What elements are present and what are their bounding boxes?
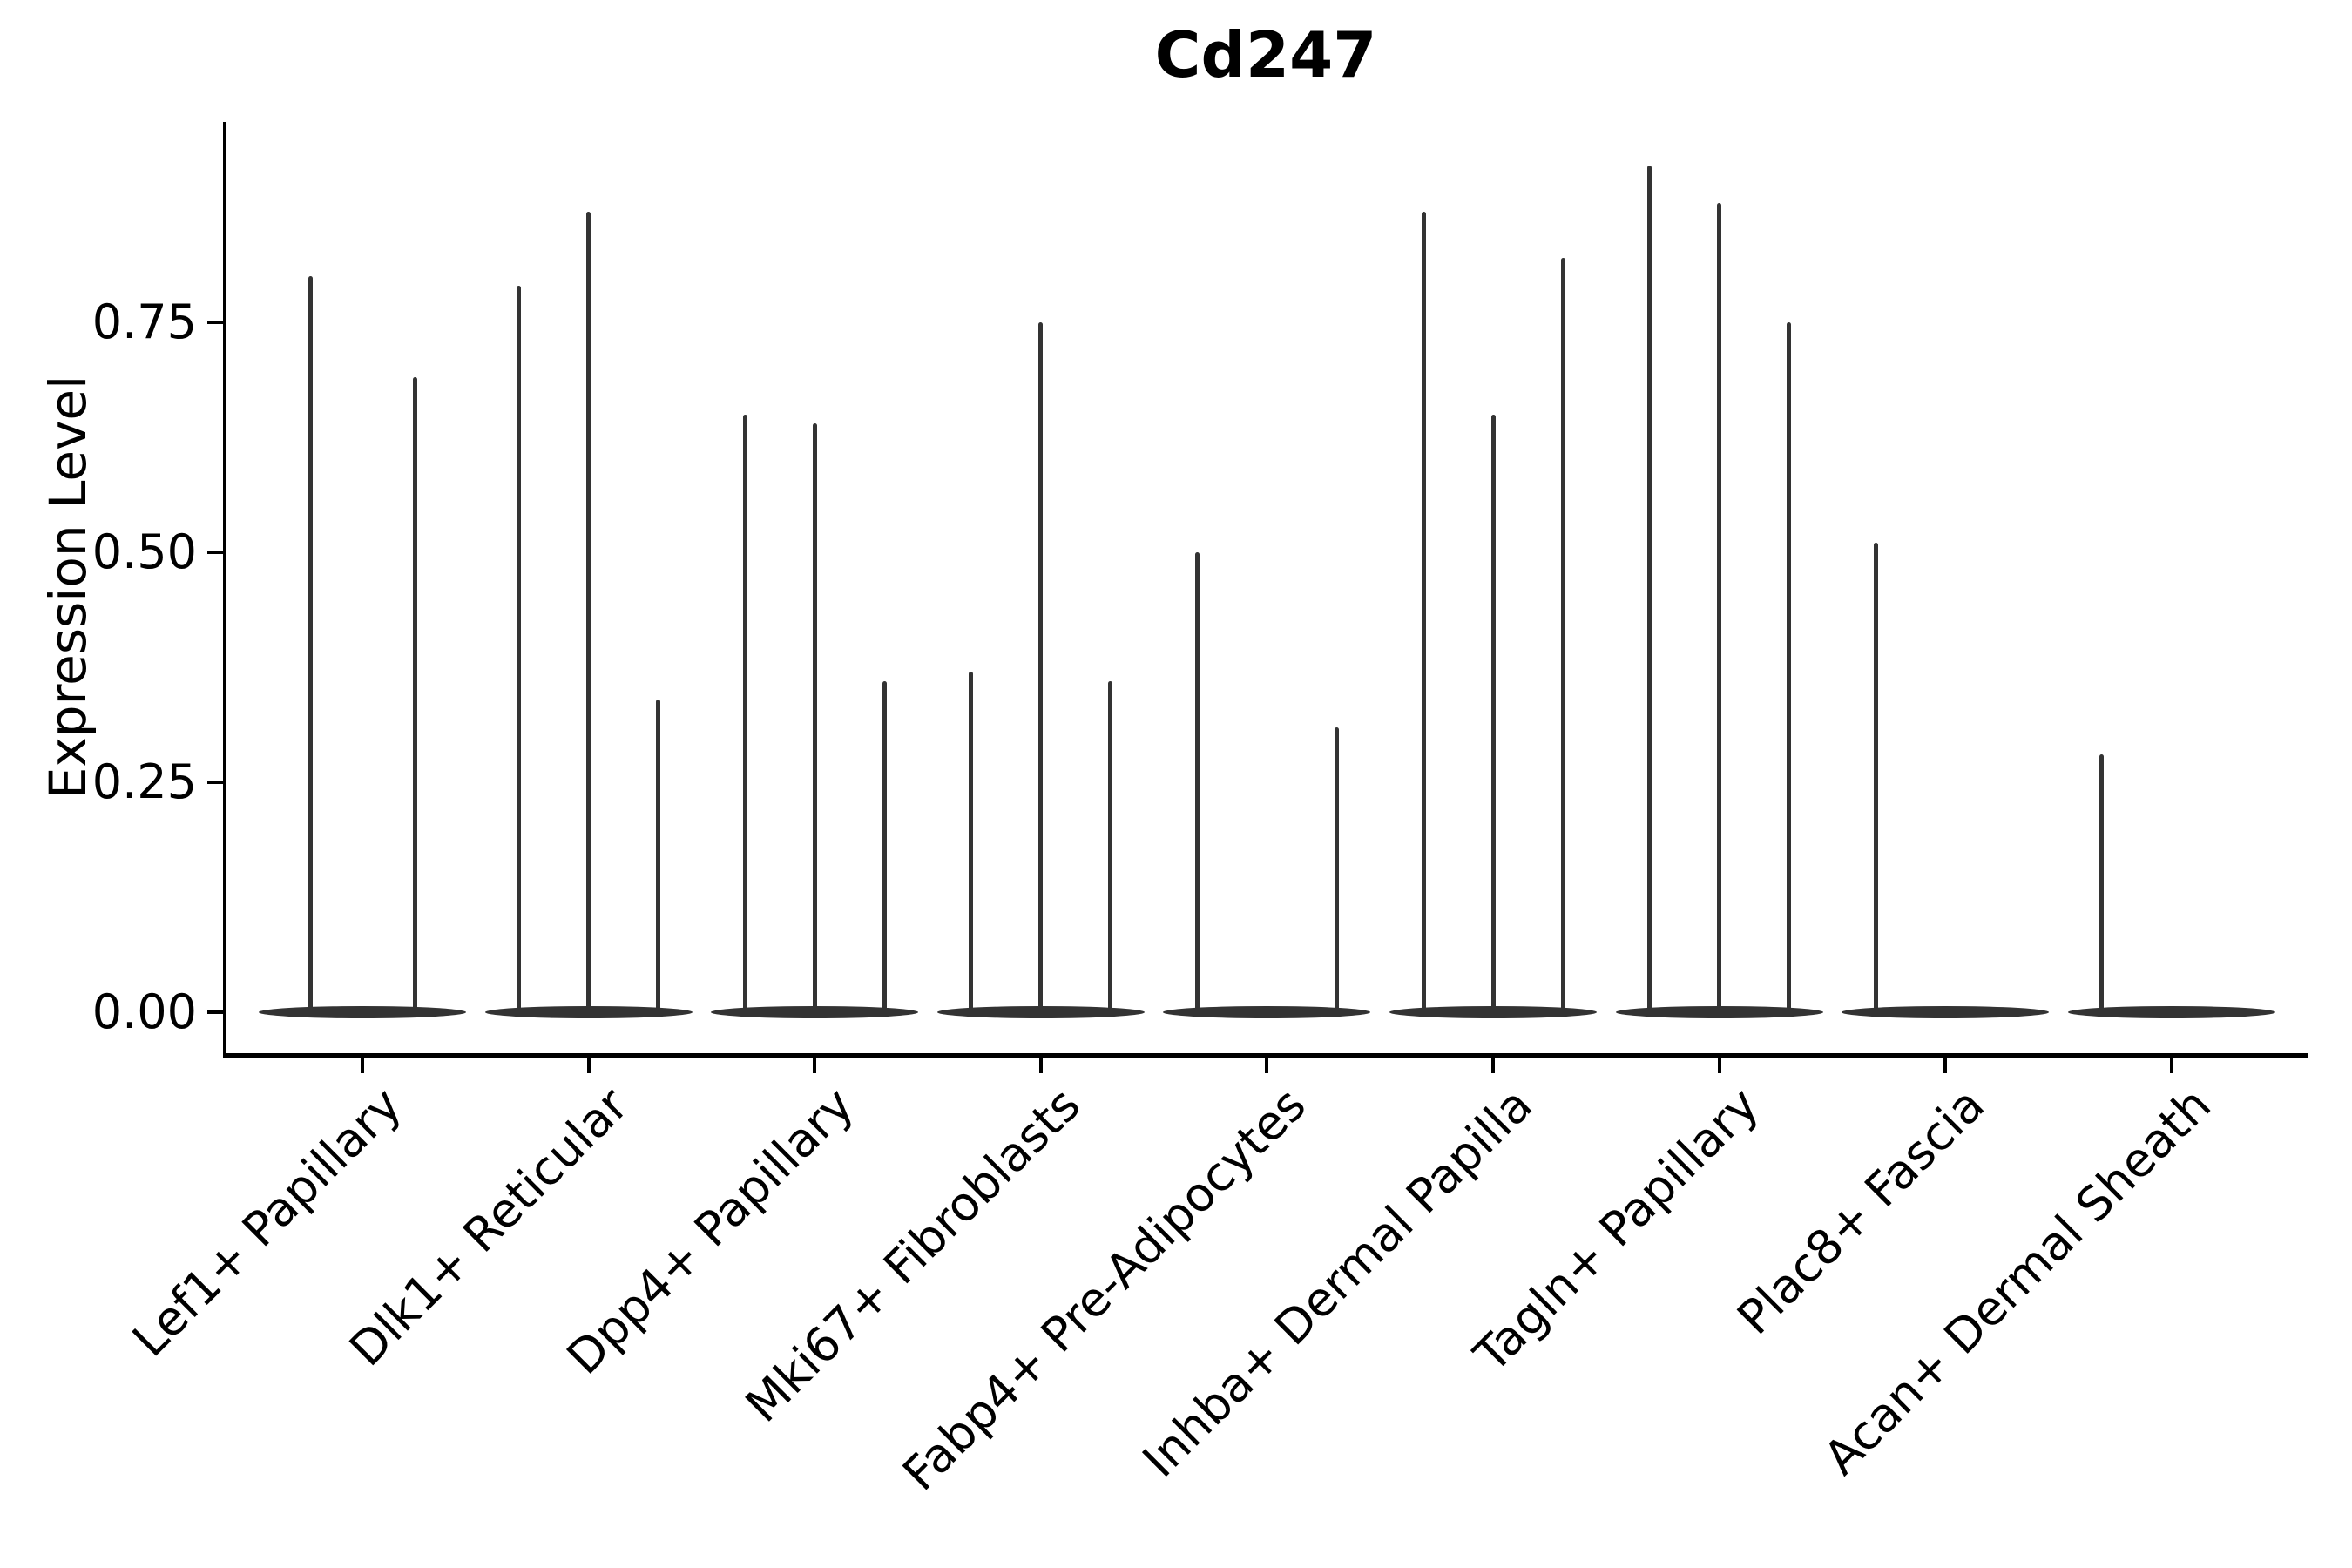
x-tick-mark — [361, 1058, 364, 1073]
y-tick-label: 0.75 — [91, 294, 197, 349]
violin-base — [936, 1006, 1145, 1018]
y-tick-mark — [207, 321, 223, 324]
x-tick-mark — [1038, 1058, 1043, 1073]
x-tick-mark — [1717, 1058, 1721, 1073]
violin-spike — [1334, 727, 1339, 1012]
violin-spike — [517, 285, 522, 1012]
y-tick-label: 0.00 — [91, 984, 197, 1039]
violin-spike — [812, 423, 817, 1012]
violin-spike — [2099, 754, 2105, 1012]
y-tick-mark — [207, 1010, 223, 1014]
y-tick-label: 0.50 — [91, 524, 197, 579]
x-axis-spine — [223, 1053, 2308, 1058]
violin-spike — [1787, 322, 1792, 1012]
violin-base — [1163, 1006, 1371, 1018]
y-tick-mark — [207, 551, 223, 554]
violin-spike — [308, 276, 313, 1012]
violin-spike — [1560, 258, 1565, 1012]
violin-base — [711, 1006, 919, 1018]
x-tick-mark — [2169, 1058, 2173, 1073]
y-axis-spine — [223, 122, 226, 1058]
violin-spike — [586, 212, 591, 1012]
y-tick-mark — [207, 781, 223, 784]
violin-spike — [656, 699, 661, 1012]
violin-spike — [1108, 680, 1113, 1012]
violin-base — [1615, 1006, 1823, 1018]
x-tick-mark — [586, 1058, 591, 1073]
x-tick-mark — [1265, 1058, 1269, 1073]
violin-spike — [742, 414, 747, 1012]
violin-spike — [412, 377, 417, 1012]
violin-spike — [1873, 543, 1878, 1012]
chart-title: Cd247 — [1154, 18, 1377, 91]
violin-base — [1389, 1006, 1597, 1018]
violin-base — [2067, 1006, 2275, 1018]
violin-base — [484, 1006, 693, 1018]
violin-spike — [1194, 552, 1200, 1012]
violin-base — [1842, 1006, 2050, 1018]
violin-spike — [1038, 322, 1044, 1012]
x-tick-mark — [813, 1058, 817, 1073]
violin-spike — [969, 672, 974, 1012]
y-tick-label: 0.25 — [91, 754, 197, 809]
x-tick-mark — [1943, 1058, 1948, 1073]
violin-spike — [1717, 202, 1722, 1012]
x-tick-mark — [1491, 1058, 1495, 1073]
violin-spike — [1647, 166, 1652, 1012]
violin-spike — [1490, 414, 1496, 1012]
y-axis-label: Expression Level — [38, 375, 98, 800]
violin-spike — [882, 680, 887, 1012]
violin-base — [259, 1006, 466, 1018]
violin-spike — [1421, 212, 1426, 1012]
